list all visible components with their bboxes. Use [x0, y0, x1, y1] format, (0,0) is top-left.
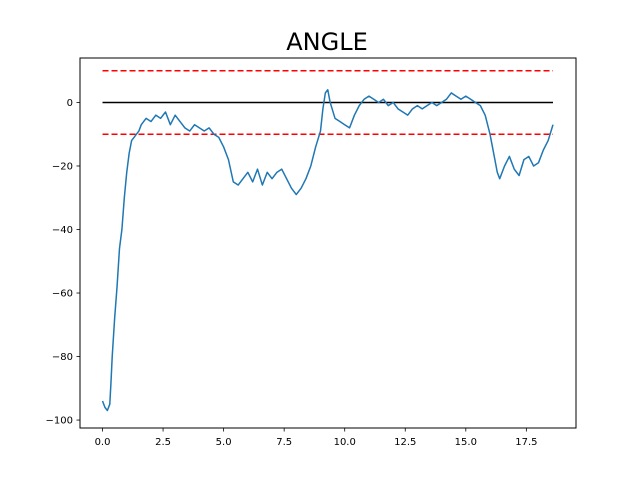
y-axis: −100 −80 −60 −40 −20 0 — [46, 98, 80, 427]
y-tick-label: −20 — [52, 161, 73, 172]
x-tick-label: 12.5 — [394, 437, 416, 448]
y-tick-label: −60 — [52, 289, 73, 300]
x-tick-label: 7.5 — [276, 437, 292, 448]
y-tick-label: −100 — [46, 416, 73, 427]
x-axis: 0.0 2.5 5.0 7.5 10.0 12.5 15.0 17.5 — [95, 428, 537, 448]
reference-lines — [102, 69, 553, 135]
series-line-0 — [101, 89, 554, 412]
x-tick-label: 10.0 — [334, 437, 356, 448]
x-tick-label: 17.5 — [515, 437, 537, 448]
x-tick-label: 5.0 — [216, 437, 232, 448]
x-tick-label: 15.0 — [455, 437, 477, 448]
chart-title: ANGLE — [286, 28, 368, 56]
series-group — [101, 89, 554, 412]
x-tick-label: 2.5 — [155, 437, 171, 448]
y-tick-label: 0 — [67, 98, 73, 109]
plot-frame — [79, 57, 577, 429]
y-tick-label: −80 — [52, 352, 73, 363]
y-tick-label: −40 — [52, 225, 73, 236]
x-tick-label: 0.0 — [95, 437, 111, 448]
